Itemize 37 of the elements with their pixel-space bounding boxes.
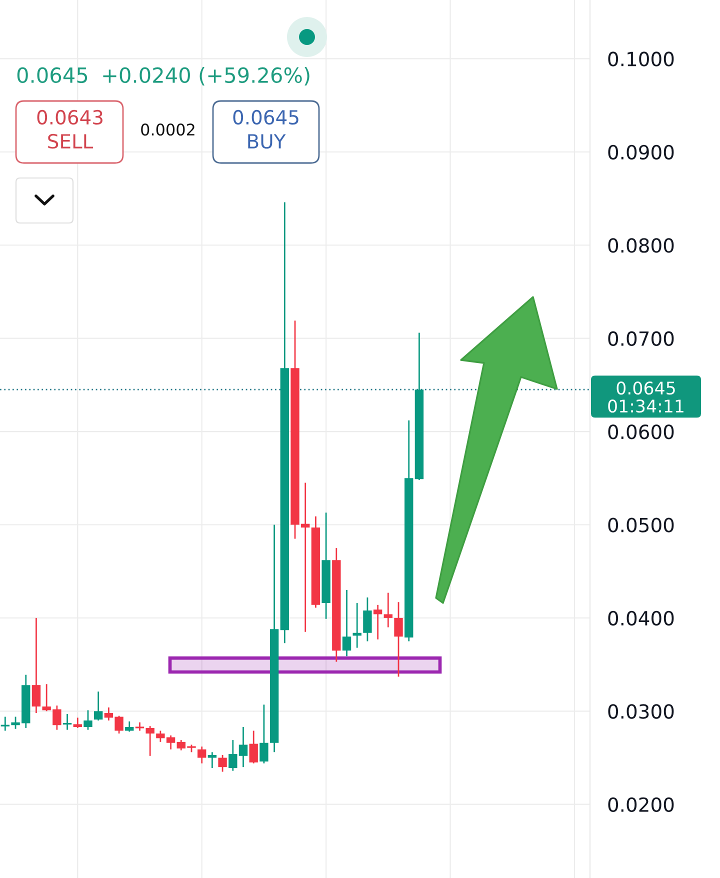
candlestick	[32, 617, 41, 714]
candlestick	[125, 720, 134, 732]
text: 01:34:11	[608, 400, 684, 413]
candlestick	[197, 746, 206, 764]
y-tick-label: 0.0600	[608, 424, 674, 440]
annotation: 0.0643	[37, 110, 102, 125]
candlestick	[94, 690, 103, 722]
candlestick	[73, 716, 82, 729]
y-tick-label: 0.1000	[608, 52, 674, 66]
ref-line-label: 0.0645	[616, 382, 675, 395]
candlestick	[0, 716, 10, 732]
candlestick	[249, 730, 258, 764]
candlestick	[342, 589, 352, 657]
candlestick	[62, 713, 72, 730]
y-tick-label: 0.0500	[608, 518, 674, 532]
annotation: 0.0002	[141, 124, 194, 136]
y-tick-label: 0.0800	[608, 238, 674, 253]
candlestick	[260, 704, 268, 764]
annotation: +0.0240 (+59.26%)	[103, 66, 310, 86]
annotation: 0.0645	[17, 67, 88, 84]
annotation: SELL	[48, 134, 94, 149]
y-tick-label: 0.0400	[608, 610, 674, 626]
candlestick	[84, 710, 92, 730]
y-tick-label: 0.0200	[608, 797, 674, 812]
y-tick-label: 0.0300	[608, 704, 674, 719]
candlestick	[384, 592, 393, 628]
candlestick	[373, 604, 382, 640]
candlestick	[363, 596, 372, 642]
candlestick	[218, 754, 227, 772]
candlestick	[394, 601, 403, 678]
candlestick	[228, 739, 238, 772]
y-tick-label: 0.0700	[608, 331, 674, 346]
candlestick	[208, 751, 217, 769]
candlestick	[238, 726, 248, 768]
annotation: BUY	[248, 134, 286, 149]
y-tick-label: 0.0900	[608, 144, 674, 160]
annotation: 0.0645	[233, 110, 298, 125]
